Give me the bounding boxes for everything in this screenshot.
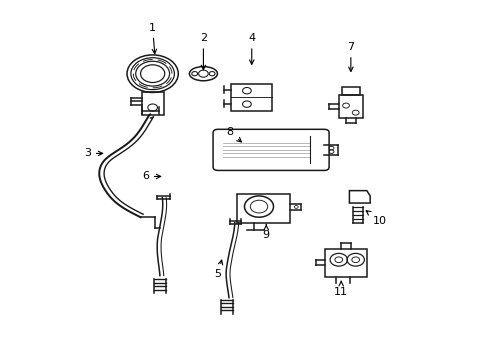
Text: 8: 8 [226, 127, 241, 142]
Text: 4: 4 [248, 33, 255, 64]
Text: 1: 1 [149, 23, 156, 54]
Text: 10: 10 [366, 211, 386, 226]
Text: 6: 6 [142, 171, 161, 181]
Text: 2: 2 [200, 33, 206, 69]
Bar [231, 84, 272, 111]
Bar [141, 93, 163, 116]
Text: 7: 7 [346, 42, 354, 71]
Bar [325, 249, 366, 278]
Text: 11: 11 [333, 281, 347, 297]
Text: 5: 5 [214, 260, 222, 279]
Text: 9: 9 [262, 224, 269, 240]
Bar [342, 87, 359, 95]
Text: 3: 3 [84, 148, 102, 158]
Bar [237, 194, 290, 222]
Bar [338, 95, 362, 118]
